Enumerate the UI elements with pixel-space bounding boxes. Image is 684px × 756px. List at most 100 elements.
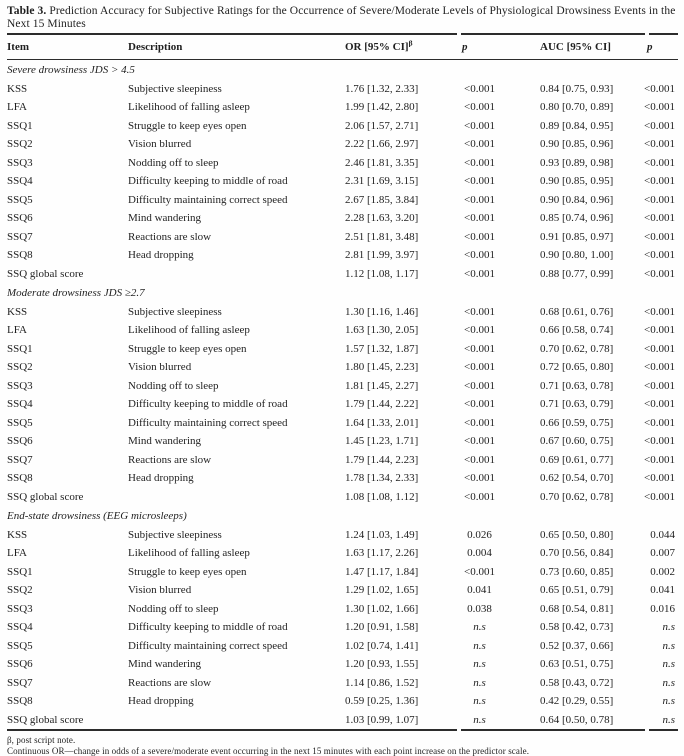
table-row: SSQ8 Head dropping 1.78 [1.34, 2.33] <0.001… (7, 469, 678, 488)
cell-p-auc: <0.001 (644, 472, 675, 484)
cell-p-or: n.s (473, 658, 486, 670)
cell-item: LFA (7, 547, 27, 559)
table-row: LFA Likelihood of falling asleep 1.63 [1.3… (7, 321, 678, 340)
table-header-row: Item Description OR [95% CI]β p AUC [95%… (7, 35, 678, 60)
cell-item: SSQ1 (7, 565, 33, 578)
cell-or-ci: 1.20 [0.91, 1.58] (345, 621, 419, 633)
section-header: End-state drowsiness (EEG microsleeps) (7, 510, 187, 522)
cell-description: Mind wandering (128, 435, 202, 447)
cell-description: Head dropping (128, 695, 194, 707)
cell-auc-ci: 0.90 [0.80, 1.00] (540, 249, 614, 261)
cell-item: LFA (7, 101, 27, 113)
col-header-p-auc: p (627, 35, 678, 60)
cell-auc-ci: 0.65 [0.50, 0.80] (540, 528, 614, 541)
cell-p-or: <0.001 (464, 138, 495, 150)
cell-p-or: <0.001 (464, 175, 495, 187)
cell-p-or: n.s (473, 695, 486, 707)
cell-or-ci: 1.79 [1.44, 2.23] (345, 453, 419, 466)
col-header-or: OR [95% CI]β (345, 35, 457, 60)
cell-p-or: <0.001 (464, 305, 495, 318)
cell-item: SSQ7 (7, 453, 33, 466)
table-row: SSQ3 Nodding off to sleep 1.81 [1.45, 2.27… (7, 377, 678, 396)
cell-or-ci: 1.76 [1.32, 2.33] (345, 82, 419, 95)
table-row: SSQ7 Reactions are slow 2.51 [1.81, 3.48] <… (7, 228, 678, 247)
cell-auc-ci: 0.67 [0.60, 0.75] (540, 435, 614, 447)
cell-p-or: <0.001 (464, 267, 495, 280)
section-header-row: Severe drowsiness JDS > 4.5 (7, 60, 678, 80)
cell-auc-ci: 0.68 [0.54, 0.81] (540, 602, 614, 615)
cell-item: SSQ global score (7, 267, 84, 280)
table-row: SSQ4 Difficulty keeping to middle of road… (7, 618, 678, 637)
cell-auc-ci: 0.52 [0.37, 0.66] (540, 639, 614, 652)
cell-p-or: <0.001 (464, 490, 495, 503)
cell-description: Difficulty keeping to middle of road (128, 398, 288, 410)
cell-auc-ci: 0.80 [0.70, 0.89] (540, 101, 614, 113)
cell-or-ci: 2.46 [1.81, 3.35] (345, 156, 419, 169)
footnote-beta: β, post script note. (7, 735, 76, 745)
cell-p-auc: <0.001 (644, 416, 675, 429)
cell-or-ci: 1.63 [1.17, 2.26] (345, 547, 419, 559)
cell-or-ci: 1.20 [0.93, 1.55] (345, 658, 419, 670)
cell-auc-ci: 0.42 [0.29, 0.55] (540, 695, 614, 707)
cell-description: Struggle to keep eyes open (128, 119, 247, 132)
cell-auc-ci: 0.66 [0.59, 0.75] (540, 416, 614, 429)
table-row: SSQ7 Reactions are slow 1.79 [1.44, 2.23] <… (7, 451, 678, 470)
cell-auc-ci: 0.73 [0.60, 0.85] (540, 565, 614, 578)
or-beta-superscript: β (408, 38, 413, 48)
cell-p-or: <0.001 (464, 324, 495, 336)
cell-or-ci: 1.08 [1.08, 1.12] (345, 490, 419, 503)
cell-item: SSQ7 (7, 676, 33, 689)
cell-auc-ci: 0.90 [0.85, 0.95] (540, 175, 614, 187)
cell-description: Difficulty maintaining correct speed (128, 639, 288, 652)
cell-or-ci: 2.67 [1.85, 3.84] (345, 193, 419, 206)
cell-p-auc: <0.001 (644, 101, 675, 113)
cell-description: Reactions are slow (128, 676, 212, 689)
table-row: SSQ global score 1.03 [0.99, 1.07] n.s 0.64… (7, 711, 678, 730)
cell-auc-ci: 0.90 [0.84, 0.96] (540, 193, 614, 206)
table-row: LFA Likelihood of falling asleep 1.63 [1.1… (7, 544, 678, 563)
cell-or-ci: 1.30 [1.02, 1.66] (345, 602, 419, 615)
cell-p-or: <0.001 (464, 193, 495, 206)
cell-p-auc: <0.001 (644, 324, 675, 336)
cell-description: Mind wandering (128, 212, 202, 224)
cell-p-or: <0.001 (464, 230, 495, 243)
cell-item: LFA (7, 324, 27, 336)
cell-p-auc: <0.001 (644, 119, 675, 132)
cell-or-ci: 1.45 [1.23, 1.71] (345, 435, 419, 447)
section-header-row: Moderate drowsiness JDS ≥2.7 (7, 283, 678, 303)
table-row: LFA Likelihood of falling asleep 1.99 [1.4… (7, 98, 678, 117)
cell-p-or: <0.001 (464, 398, 495, 410)
cell-p-or: <0.001 (464, 212, 495, 224)
cell-auc-ci: 0.69 [0.61, 0.77] (540, 453, 614, 466)
cell-p-or: <0.001 (464, 342, 495, 355)
cell-p-or: 0.004 (467, 547, 492, 559)
cell-p-auc: <0.001 (644, 490, 675, 503)
cell-p-auc: 0.044 (650, 528, 675, 541)
cell-p-auc: <0.001 (644, 398, 675, 410)
table-row: SSQ4 Difficulty keeping to middle of road… (7, 395, 678, 414)
cell-item: SSQ4 (7, 175, 33, 187)
footnote-continuous-or: Continuous OR—change in odds of a severe… (7, 746, 530, 756)
cell-p-or: <0.001 (464, 119, 495, 132)
cell-p-auc: n.s (662, 639, 675, 652)
cell-p-auc: 0.041 (650, 584, 675, 596)
cell-p-auc: 0.007 (650, 547, 675, 559)
cell-item: SSQ5 (7, 416, 33, 429)
cell-description: Nodding off to sleep (128, 156, 219, 169)
cell-p-or: <0.001 (464, 156, 495, 169)
table-row: SSQ2 Vision blurred 1.29 [1.02, 1.65] 0.041… (7, 581, 678, 600)
cell-p-or: <0.001 (464, 565, 495, 578)
cell-description: Difficulty keeping to middle of road (128, 621, 288, 633)
cell-auc-ci: 0.64 [0.50, 0.78] (540, 713, 614, 726)
cell-p-auc: <0.001 (644, 361, 675, 373)
cell-p-auc: 0.016 (650, 602, 675, 615)
cell-description: Likelihood of falling asleep (128, 547, 250, 559)
table-row: SSQ1 Struggle to keep eyes open 2.06 [1.57… (7, 117, 678, 136)
cell-p-or: <0.001 (464, 453, 495, 466)
cell-auc-ci: 0.70 [0.56, 0.84] (540, 547, 614, 559)
table-row: SSQ6 Mind wandering 2.28 [1.63, 3.20] <0.00… (7, 209, 678, 228)
cell-or-ci: 1.29 [1.02, 1.65] (345, 584, 419, 596)
cell-or-ci: 1.02 [0.74, 1.41] (345, 639, 419, 652)
table-row: SSQ global score 1.12 [1.08, 1.17] <0.001 0… (7, 265, 678, 284)
